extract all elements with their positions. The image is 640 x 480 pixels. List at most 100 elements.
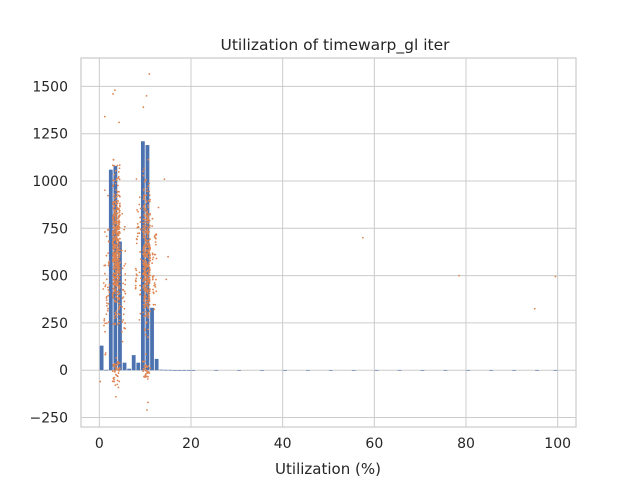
scatter-point	[113, 197, 116, 200]
scatter-point	[143, 228, 146, 231]
scatter-point	[124, 322, 126, 325]
scatter-point	[153, 308, 156, 311]
scatter-point	[146, 282, 149, 284]
scatter-point	[112, 295, 114, 297]
scatter-point	[148, 299, 150, 302]
scatter-point	[116, 293, 119, 296]
scatter-point	[139, 312, 142, 315]
scatter-point	[118, 253, 121, 256]
histogram-bar	[305, 370, 310, 371]
scatter-point	[151, 277, 154, 279]
scatter-point	[146, 252, 149, 255]
scatter-point	[117, 271, 120, 274]
scatter-point	[112, 248, 115, 251]
scatter-point	[105, 299, 108, 301]
scatter-point	[147, 280, 150, 283]
x-tick-label: 40	[274, 436, 292, 452]
scatter-point	[134, 284, 137, 287]
scatter-point	[146, 304, 149, 307]
scatter-point	[113, 210, 116, 213]
scatter-point	[116, 190, 119, 193]
scatter-point	[146, 314, 149, 317]
scatter-point	[148, 226, 151, 229]
scatter-point	[117, 286, 120, 289]
scatter-point	[143, 188, 146, 190]
scatter-point	[139, 293, 141, 296]
scatter-point	[146, 283, 149, 286]
scatter-point	[114, 169, 117, 172]
histogram-bar	[443, 370, 448, 371]
scatter-point	[143, 214, 146, 217]
scatter-point	[146, 269, 149, 272]
scatter-point	[107, 289, 110, 291]
scatter-point	[144, 230, 147, 233]
scatter-point	[116, 164, 119, 167]
scatter-point	[114, 238, 116, 241]
scatter-point	[142, 230, 145, 233]
scatter-point	[152, 275, 155, 277]
histogram-bar	[168, 369, 173, 371]
scatter-point	[146, 190, 148, 193]
histogram-bar	[512, 370, 517, 371]
scatter-point	[115, 213, 117, 216]
scatter-point	[118, 221, 121, 224]
scatter-point	[123, 290, 126, 293]
scatter-point	[144, 306, 146, 309]
scatter-point	[149, 238, 151, 240]
scatter-point	[146, 236, 149, 239]
scatter-point	[149, 212, 151, 215]
scatter-point	[145, 266, 147, 269]
scatter-point	[123, 225, 126, 228]
scatter-point	[117, 233, 120, 236]
scatter-point	[554, 275, 557, 278]
scatter-point	[112, 273, 115, 276]
scatter-point	[458, 274, 461, 277]
scatter-point	[154, 234, 156, 237]
scatter-point	[138, 318, 141, 321]
scatter-point	[138, 196, 141, 199]
scatter-point	[137, 210, 139, 213]
scatter-point	[135, 273, 138, 276]
scatter-point	[115, 233, 118, 235]
scatter-point	[115, 225, 118, 228]
histogram-bar	[122, 362, 127, 371]
scatter-point	[142, 249, 145, 252]
scatter-point	[123, 307, 126, 310]
scatter-point	[143, 299, 145, 302]
scatter-point	[145, 261, 148, 263]
scatter-point	[118, 276, 120, 279]
scatter-point	[114, 292, 117, 295]
x-tick-label: 100	[544, 436, 571, 452]
scatter-point	[142, 264, 145, 266]
scatter-point	[104, 285, 107, 288]
scatter-point	[135, 242, 138, 245]
scatter-point	[118, 244, 121, 246]
histogram-bar	[136, 362, 141, 371]
y-tick-label: 250	[41, 316, 68, 332]
scatter-point	[147, 285, 149, 288]
scatter-point	[143, 329, 146, 332]
scatter-point	[114, 368, 117, 371]
histogram-bar	[214, 370, 219, 371]
scatter-point	[146, 221, 148, 224]
scatter-point	[144, 286, 147, 289]
scatter-point	[112, 296, 115, 299]
scatter-point	[112, 207, 115, 210]
scatter-point	[143, 376, 146, 379]
scatter-point	[147, 316, 150, 319]
scatter-point	[153, 282, 156, 284]
scatter-point	[114, 257, 117, 260]
scatter-point	[118, 211, 121, 214]
scatter-point	[135, 277, 138, 280]
scatter-point	[113, 263, 115, 265]
scatter-point	[115, 296, 117, 299]
scatter-point	[115, 288, 117, 290]
scatter-point	[112, 93, 114, 95]
scatter-point	[105, 254, 108, 257]
histogram-bar	[182, 370, 187, 371]
scatter-point	[112, 275, 115, 278]
scatter-point	[118, 167, 121, 170]
y-tick-label: 750	[41, 221, 68, 237]
scatter-point	[148, 295, 151, 297]
scatter-point	[124, 283, 126, 286]
